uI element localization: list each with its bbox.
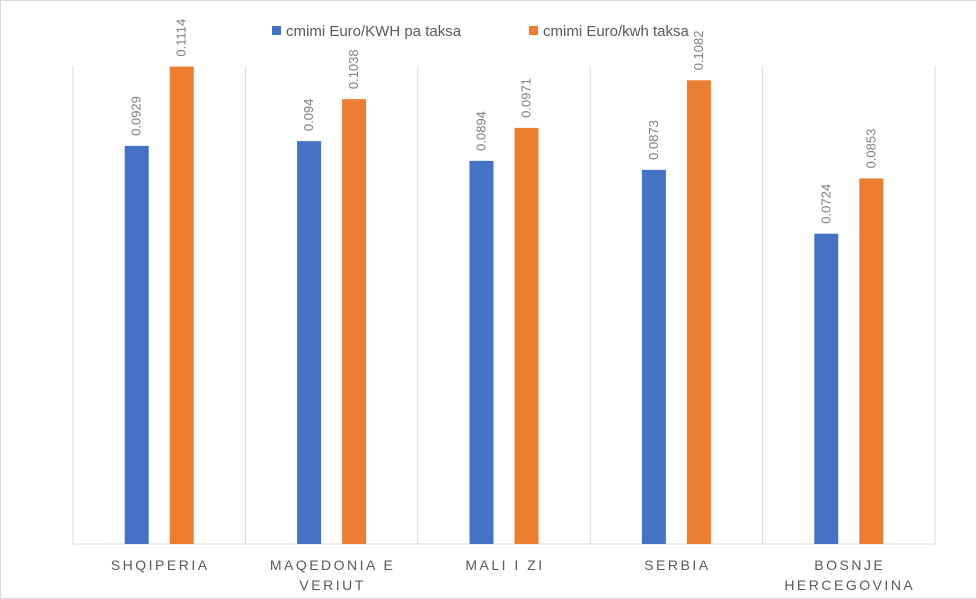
category-label: VERIUT bbox=[299, 577, 365, 593]
data-label: 0.0873 bbox=[646, 120, 661, 160]
data-label: 0.1038 bbox=[346, 49, 361, 89]
category-label: BOSNJE bbox=[814, 557, 885, 573]
category-label: SHQIPERIA bbox=[111, 557, 210, 573]
bar-pa-taksa bbox=[641, 169, 666, 544]
category-label: MAQEDONIA E bbox=[270, 557, 396, 573]
bar-pa-taksa bbox=[469, 160, 494, 544]
legend-label: cmimi Euro/KWH pa taksa bbox=[286, 23, 462, 40]
category-label: SERBIA bbox=[644, 557, 710, 573]
bar-taksa bbox=[686, 80, 711, 545]
bar-taksa bbox=[342, 99, 367, 545]
bar-taksa bbox=[859, 178, 884, 544]
data-label: 0.0724 bbox=[818, 184, 833, 224]
bar-pa-taksa bbox=[124, 145, 149, 544]
bar-taksa bbox=[169, 66, 194, 545]
bar-pa-taksa bbox=[814, 233, 839, 544]
data-label: 0.1082 bbox=[691, 31, 706, 71]
bar-taksa bbox=[514, 127, 539, 544]
data-label: 0.0853 bbox=[863, 129, 878, 169]
data-label: 0.0929 bbox=[129, 96, 144, 136]
category-label: HERCEGOVINA bbox=[784, 577, 915, 593]
legend-label: cmimi Euro/kwh taksa bbox=[543, 23, 690, 40]
data-label: 0.0971 bbox=[519, 78, 534, 118]
data-label: 0.1114 bbox=[174, 19, 189, 57]
legend-swatch bbox=[272, 26, 281, 35]
legend-swatch bbox=[529, 26, 538, 35]
data-label: 0.094 bbox=[301, 99, 316, 132]
category-label: MALI I ZI bbox=[465, 557, 544, 573]
data-label: 0.0894 bbox=[474, 111, 489, 151]
bar-pa-taksa bbox=[297, 141, 322, 544]
